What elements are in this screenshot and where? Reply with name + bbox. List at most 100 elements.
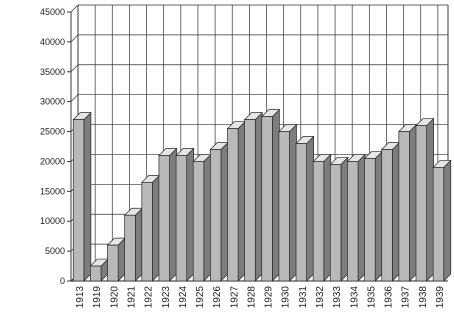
bar (192, 153, 212, 282)
bar-front (158, 155, 170, 282)
bar-side (391, 141, 400, 282)
x-tick-label: 1939 (435, 286, 446, 309)
x-tick-label: 1923 (161, 286, 172, 309)
bar-front (175, 155, 188, 282)
bar-side (323, 153, 332, 282)
bar-side (272, 108, 280, 282)
bar-side (289, 123, 297, 282)
bar (123, 207, 144, 282)
x-tick-label: 1927 (229, 286, 240, 309)
y-tick-label: 5000 (45, 246, 65, 256)
bar (278, 123, 298, 282)
bar-front (398, 131, 410, 282)
bar-front (278, 131, 290, 282)
x-tick-label: 1937 (401, 286, 412, 309)
y-tick-label: 40000 (40, 37, 65, 47)
gridline-side (70, 4, 79, 13)
bar (398, 123, 418, 282)
bar (209, 141, 229, 282)
x-tick-label: 1934 (349, 286, 360, 309)
bar-front (295, 143, 308, 282)
x-tick-label: 1920 (109, 286, 120, 309)
bar-front (227, 128, 239, 282)
x-tick-label: 1933 (332, 286, 343, 309)
y-axis-ticks: 0 5000 10000 15000 20000 25000 30000 35000 40000… (40, 7, 71, 286)
bar (140, 174, 161, 282)
bar-front (209, 149, 222, 282)
bar-side (134, 207, 143, 282)
bar-front (329, 164, 342, 282)
bar-side (443, 159, 452, 282)
bar (260, 108, 281, 282)
bar-front (432, 167, 445, 282)
bar-side (169, 147, 177, 282)
bar-front (312, 161, 325, 282)
bar (295, 135, 315, 282)
x-tick-label: 1925 (195, 286, 206, 309)
x-tick-label: 1930 (281, 286, 292, 309)
gridline-side (70, 34, 79, 43)
y-tick-label: 0 (60, 276, 65, 286)
x-tick-label: 1919 (92, 286, 103, 309)
bar-side (203, 153, 212, 282)
x-tick-label: 1924 (178, 286, 189, 309)
x-tick-label: 1932 (315, 286, 326, 309)
bar-side (237, 120, 246, 282)
bar (175, 147, 195, 282)
bar-front (364, 158, 376, 282)
bar-front (244, 119, 256, 282)
y-tick-label: 35000 (40, 67, 65, 77)
x-tick-label: 1935 (366, 286, 377, 309)
bar (415, 117, 435, 282)
bar-side (220, 141, 229, 282)
bar-front (261, 116, 273, 282)
gridline-side (70, 94, 79, 102)
bar (89, 258, 109, 282)
x-axis-ticks: 1913 1919 1920 1921 1922 1923 1924 1925 1926 1927… (75, 286, 446, 309)
bar-side (254, 111, 263, 282)
bar-front (124, 214, 136, 282)
bar-front (415, 125, 427, 282)
bar (380, 141, 401, 282)
bar-front (141, 182, 153, 282)
bar (243, 111, 264, 282)
bar-side (357, 153, 366, 282)
x-tick-label: 1929 (264, 286, 275, 309)
bar-side (426, 117, 434, 282)
bar (363, 150, 384, 282)
bar-side (306, 135, 315, 282)
bar (346, 153, 366, 282)
gridline-side (70, 64, 79, 73)
x-tick-label: 1913 (75, 286, 86, 309)
x-tick-label: 1928 (246, 286, 257, 309)
bar-side (152, 174, 160, 282)
x-tick-label: 1926 (212, 286, 223, 309)
x-tick-label: 1921 (126, 286, 137, 309)
bar-front (347, 161, 359, 282)
bar (226, 120, 246, 282)
bar-front (107, 244, 119, 282)
x-tick-label: 1938 (418, 286, 429, 309)
bar-side (186, 147, 195, 282)
x-tick-label: 1936 (384, 286, 395, 309)
y-tick-label: 20000 (40, 156, 65, 166)
x-tick-label: 1922 (144, 286, 155, 309)
bar-front (72, 119, 85, 282)
bar (312, 153, 332, 282)
bar-side (83, 111, 92, 282)
bar (106, 237, 126, 282)
bar-front (90, 265, 102, 282)
bar (329, 156, 349, 282)
x-tick-label: 1931 (298, 286, 309, 309)
bar (432, 159, 452, 282)
bar (72, 111, 92, 282)
bar-front (381, 149, 393, 282)
y-tick-label: 25000 (40, 127, 65, 137)
y-tick-label: 45000 (40, 7, 65, 17)
y-tick-label: 15000 (40, 186, 65, 196)
chart-bars (72, 108, 452, 282)
bar-side (374, 150, 383, 282)
y-tick-label: 10000 (40, 216, 65, 226)
y-tick-label: 30000 (40, 97, 65, 107)
